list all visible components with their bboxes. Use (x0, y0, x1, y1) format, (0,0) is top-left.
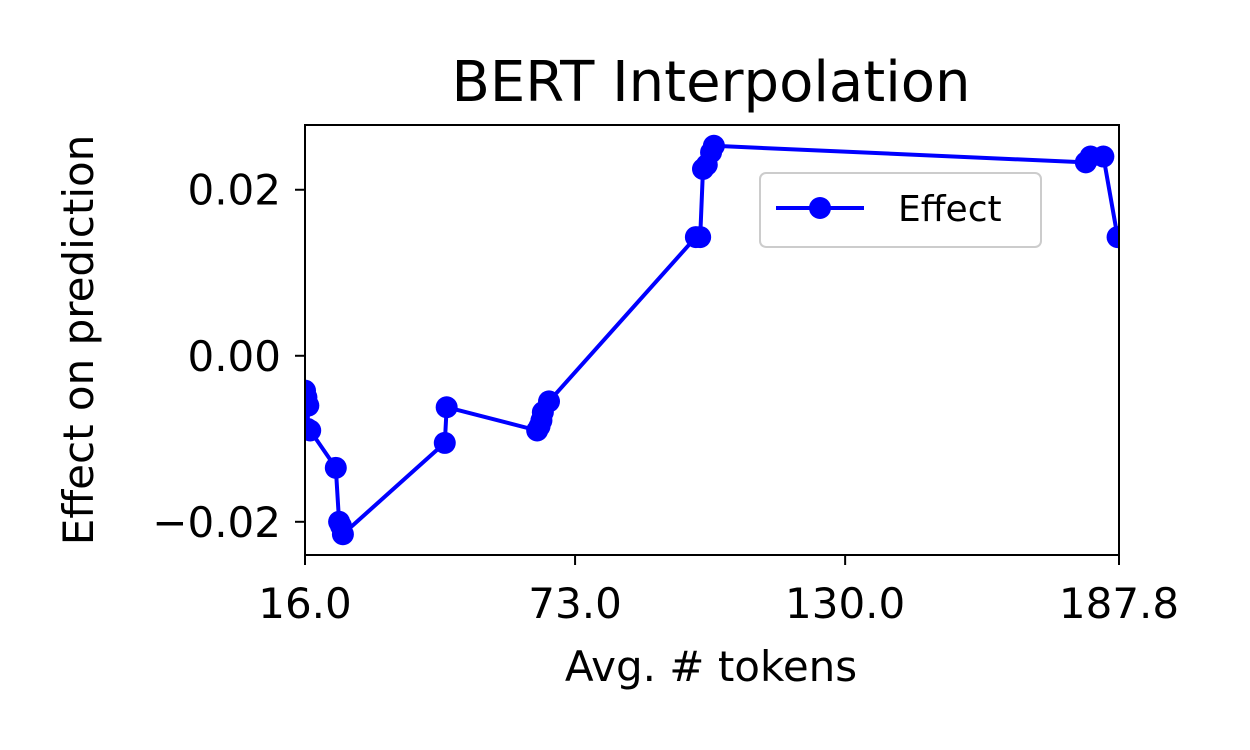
y-axis-label: Effect on prediction (54, 135, 103, 546)
chart-title: BERT Interpolation (451, 50, 970, 115)
y-tick-label: −0.02 (152, 498, 281, 547)
x-tick-label: 187.8 (1059, 579, 1179, 628)
y-tick-label: 0.00 (187, 332, 281, 381)
data-point (324, 456, 347, 479)
data-point (331, 523, 354, 546)
data-point (1092, 145, 1115, 168)
x-tick-label: 130.0 (785, 579, 905, 628)
plot-area (305, 134, 1119, 546)
x-axis-label: Avg. # tokens (565, 642, 857, 691)
x-tick-label: 16.0 (258, 579, 352, 628)
y-tick-label: 0.02 (187, 166, 281, 215)
data-point (435, 396, 458, 419)
legend-marker-swatch (809, 197, 831, 219)
data-point (305, 419, 322, 442)
x-tick-label: 73.0 (528, 579, 622, 628)
data-point (305, 394, 320, 417)
legend-box (759, 172, 1042, 248)
legend: Effect (759, 172, 1042, 248)
data-point (433, 431, 456, 454)
data-point (702, 134, 725, 157)
data-point (1106, 226, 1119, 249)
data-point (689, 226, 712, 249)
x-axis: 16.0 73.0 130.0 187.8 (258, 555, 1179, 628)
y-axis: 0.02 0.00 −0.02 (152, 166, 305, 547)
data-point (538, 390, 561, 413)
legend-label-effect: Effect (898, 189, 1002, 230)
axes-frame (304, 124, 1120, 556)
